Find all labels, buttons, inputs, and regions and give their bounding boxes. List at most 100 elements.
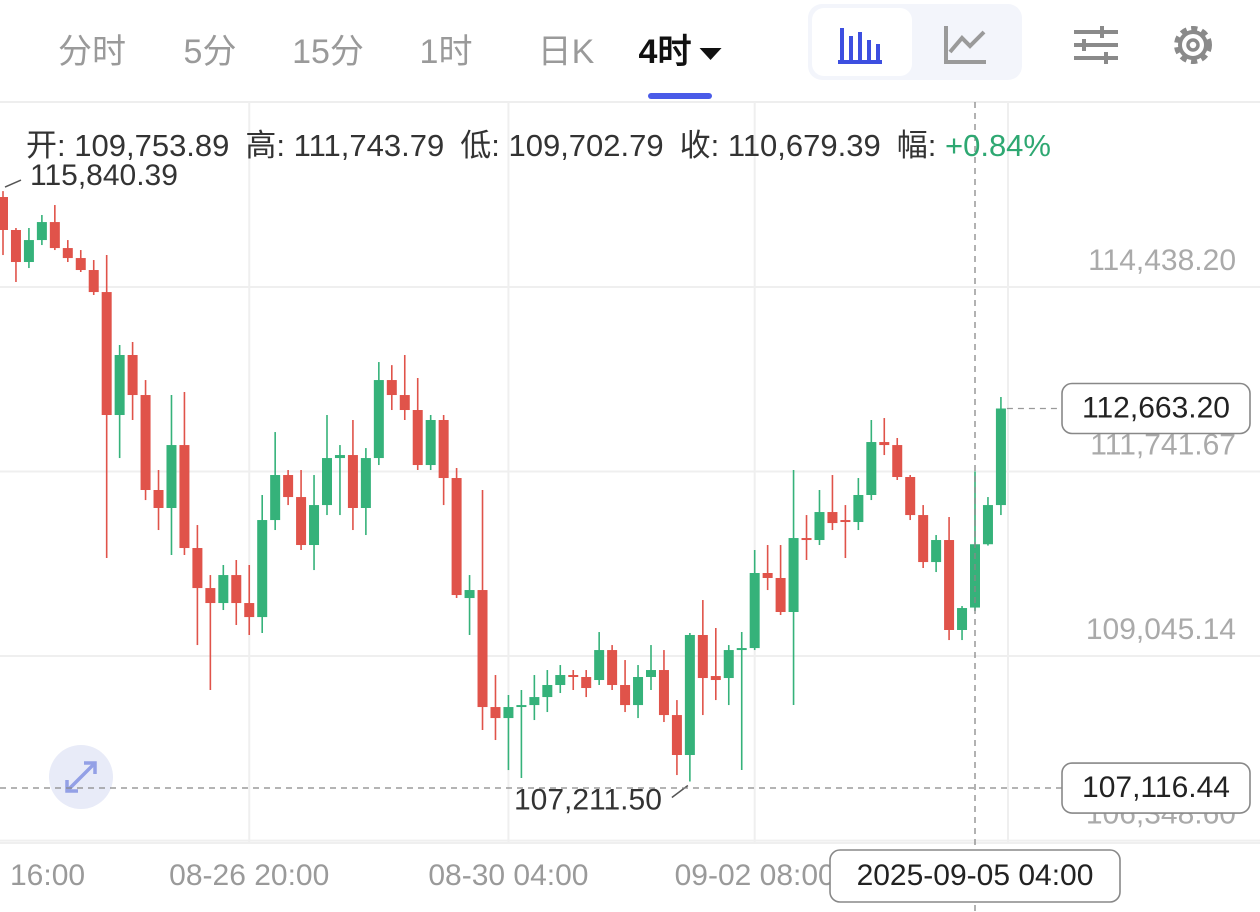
candle-body <box>244 603 255 618</box>
candle-body <box>620 685 631 706</box>
period-tab[interactable]: 15分 <box>292 33 364 71</box>
candle-body <box>710 676 721 681</box>
x-tick-label: 16:00 <box>10 859 85 892</box>
candle-body <box>477 590 488 708</box>
crosshair-price-label: 107,116.44 <box>1082 771 1230 804</box>
candle-body <box>892 445 903 478</box>
candle-body <box>114 355 125 416</box>
candle-icon <box>838 28 882 64</box>
candle-body <box>218 575 229 604</box>
candle-body <box>840 520 851 523</box>
candle-body <box>944 540 955 630</box>
crosshair-date-box <box>829 849 1121 903</box>
candle-body <box>801 538 812 541</box>
labels: 16:00 08-26 20:00 08-30 04:00 09-02 08:00 10… <box>0 102 1251 912</box>
period-tab[interactable]: 4时 <box>639 24 722 73</box>
candle-body <box>412 410 423 466</box>
period-tabs: 分时 5分 15分 1时 日K 4时 <box>0 0 800 100</box>
candle-body <box>179 445 190 549</box>
ohlc-label: 幅: <box>896 128 937 163</box>
ohlc-value: 109,753.89 <box>74 128 230 163</box>
period-tab[interactable]: 1时 <box>419 33 473 71</box>
candle-body <box>555 675 566 686</box>
candle-body <box>646 670 656 678</box>
period-tab[interactable]: 日K <box>537 33 595 71</box>
high-marker-label: 115,840.39 <box>30 159 178 192</box>
candle-body <box>322 458 332 506</box>
candles <box>0 191 1006 782</box>
candle-body <box>762 573 773 578</box>
candle-body <box>866 442 877 495</box>
candle-body <box>736 648 747 651</box>
period-tab[interactable]: 5分 <box>183 33 237 71</box>
ohlc-item: 高: 111,743.79 <box>245 128 444 163</box>
ohlc-item: 低: 109,702.79 <box>460 128 663 163</box>
ohlc-item: 幅: +0.84% <box>897 128 1051 163</box>
candle-body <box>814 512 825 541</box>
candle-body <box>0 197 8 230</box>
crosshair-price-box <box>1061 762 1251 814</box>
candle-body <box>905 477 916 516</box>
candle-body <box>542 685 553 698</box>
candle-body <box>658 670 669 716</box>
candle-body <box>386 380 397 396</box>
candle-body <box>10 229 21 263</box>
candle-body <box>957 608 968 630</box>
ohlc-value: +0.84% <box>944 128 1051 163</box>
x-tick-label: 08-30 04:00 <box>428 859 588 892</box>
y-tick-label: 114,438.20 <box>1088 244 1236 277</box>
candle-body <box>75 258 86 271</box>
candle-body <box>257 520 268 618</box>
ohlc-item: 开: 109,753.89 <box>26 128 229 163</box>
candle-body <box>827 512 838 524</box>
candle-body <box>464 590 475 599</box>
candle-body <box>995 408 1006 506</box>
candle-body <box>749 573 760 649</box>
candle-body <box>205 588 216 604</box>
candle-body <box>166 445 177 508</box>
candle-body <box>373 380 384 459</box>
candle-body <box>451 478 462 596</box>
period-tab[interactable]: 分时 <box>58 33 126 71</box>
candle-body <box>853 494 864 523</box>
settings-sliders-icon[interactable] <box>1074 26 1118 64</box>
candle-body <box>360 458 371 508</box>
active-tab-underline <box>648 93 712 99</box>
x-tick-label: 09-02 08:00 <box>675 859 835 892</box>
candle-body <box>23 240 34 263</box>
candle-body <box>140 395 151 491</box>
candle-body <box>231 575 242 604</box>
candle-body <box>529 697 540 706</box>
candle-body <box>88 270 99 293</box>
candle-body <box>62 248 73 259</box>
candle-body <box>775 577 786 613</box>
candle-body <box>516 705 527 708</box>
candle-body <box>490 707 501 719</box>
ohlc-label: 开: <box>26 128 66 163</box>
candle-body <box>503 707 514 719</box>
candle-body <box>127 355 138 396</box>
candle-body <box>347 455 358 508</box>
gear-icon[interactable] <box>1174 26 1212 64</box>
crosshair-date-label: 2025-09-05 04:00 <box>857 859 1094 892</box>
last-price-box <box>1061 382 1251 435</box>
candle-body <box>982 505 993 545</box>
ohlc-header: 开: 109,753.89 高: 111,743.79 低: 109,702.79 收… <box>26 120 1067 165</box>
candle-body <box>697 634 708 679</box>
candle-body <box>425 420 436 466</box>
expand-icon <box>65 761 97 793</box>
y-tick-label: 109,045.14 <box>1086 613 1236 646</box>
ohlc-item: 收: 110,679.39 <box>680 128 881 163</box>
ohlc-value: 110,679.39 <box>727 128 881 163</box>
candle-body <box>723 650 734 679</box>
candle-body <box>568 675 579 678</box>
ohlc-label: 低: <box>460 128 500 163</box>
candle-body <box>671 715 682 756</box>
last-price-label: 112,663.20 <box>1082 391 1230 424</box>
line-icon[interactable] <box>944 26 986 64</box>
candle-body <box>399 395 410 411</box>
candle-body <box>192 548 203 589</box>
candle-body <box>607 650 618 686</box>
candle-body <box>283 475 294 498</box>
